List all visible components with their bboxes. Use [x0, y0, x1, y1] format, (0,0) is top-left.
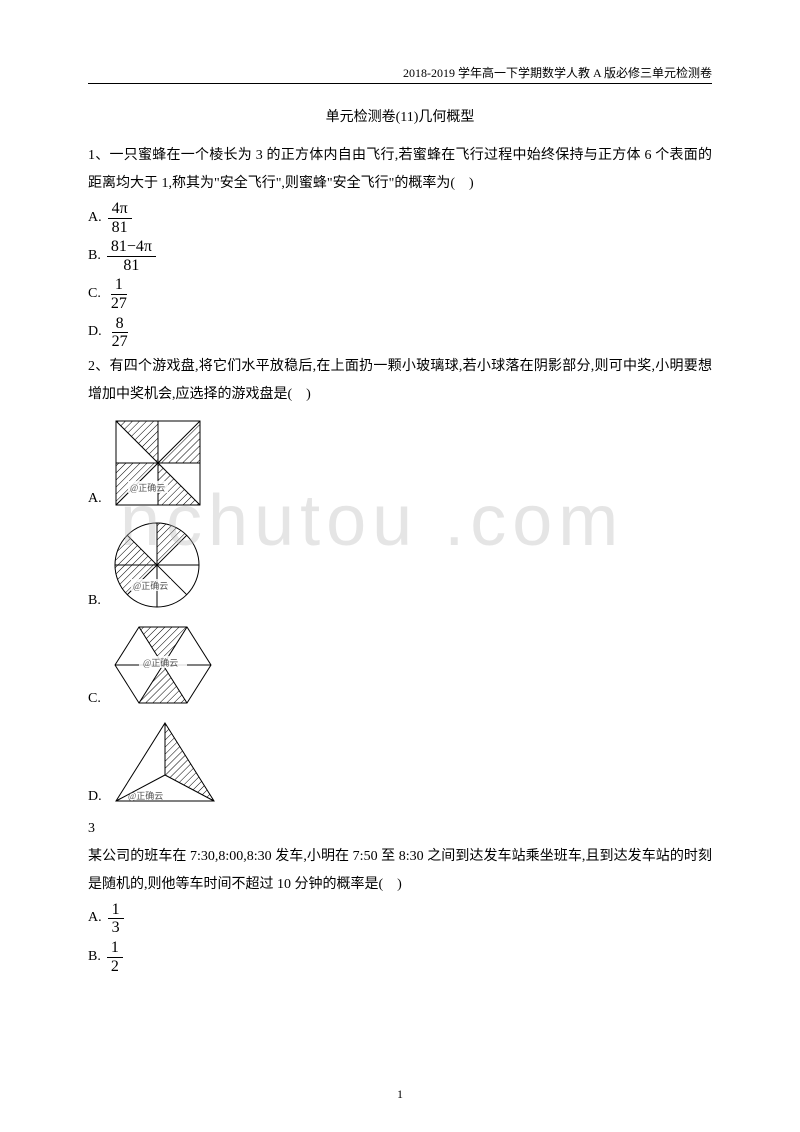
q1-option-b: B. 81−4π 81 — [88, 238, 712, 274]
square-diagram-icon: @正确云 — [110, 415, 206, 511]
q2-option-c-label: C. — [88, 691, 101, 711]
watermark-label: @正确云 — [128, 790, 163, 801]
fraction: 8 27 — [108, 315, 132, 351]
page-number: 1 — [0, 1087, 800, 1102]
denominator: 27 — [108, 333, 132, 351]
watermark-label: @正确云 — [143, 657, 178, 668]
q2-option-b: B. @正确云 — [88, 517, 712, 613]
q1-text: 1、一只蜜蜂在一个棱长为 3 的正方体内自由飞行,若蜜蜂在飞行过程中始终保持与正… — [88, 142, 712, 198]
numerator: 1 — [108, 901, 124, 920]
page-header: 2018-2019 学年高一下学期数学人教 A 版必修三单元检测卷 — [88, 64, 712, 84]
denominator: 2 — [107, 958, 123, 976]
fraction: 4π 81 — [108, 200, 132, 236]
q1-option-a-label: A. — [88, 210, 102, 227]
fraction: 1 3 — [108, 901, 124, 937]
numerator: 1 — [111, 276, 127, 295]
q1-option-d-label: D. — [88, 324, 102, 341]
numerator: 1 — [107, 939, 123, 958]
q3-option-a: A. 1 3 — [88, 901, 712, 937]
q1-option-c: C. 1 27 — [88, 276, 712, 312]
numerator: 4π — [108, 200, 132, 219]
q3-label: 3 — [88, 815, 712, 843]
q2-option-d-label: D. — [88, 789, 102, 809]
q2-option-b-label: B. — [88, 593, 101, 613]
fraction: 81−4π 81 — [107, 238, 156, 274]
circle-diagram-icon: @正确云 — [109, 517, 205, 613]
numerator: 81−4π — [107, 238, 156, 257]
q2-text: 2、有四个游戏盘,将它们水平放稳后,在上面扔一颗小玻璃球,若小球落在阴影部分,则… — [88, 353, 712, 409]
q2-option-c: C. @正确云 — [88, 619, 712, 711]
watermark-label: @正确云 — [130, 482, 165, 493]
q1-option-c-label: C. — [88, 286, 101, 303]
fraction: 1 27 — [107, 276, 131, 312]
q2-option-a: A. @正确云 — [88, 415, 712, 511]
denominator: 81 — [108, 219, 132, 237]
triangle-diagram-icon: @正确云 — [110, 717, 220, 809]
q1-option-a: A. 4π 81 — [88, 200, 712, 236]
page-content: 2018-2019 学年高一下学期数学人教 A 版必修三单元检测卷 单元检测卷(… — [0, 0, 800, 1017]
q2-option-d: D. @正确云 — [88, 717, 712, 809]
q2-option-a-label: A. — [88, 491, 102, 511]
q3-option-b-label: B. — [88, 949, 101, 966]
watermark-label: @正确云 — [133, 580, 168, 591]
denominator: 27 — [107, 295, 131, 313]
q1-option-b-label: B. — [88, 248, 101, 265]
q1-option-d: D. 8 27 — [88, 315, 712, 351]
q3-text: 某公司的班车在 7:30,8:00,8:30 发车,小明在 7:50 至 8:3… — [88, 843, 712, 899]
denominator: 3 — [108, 919, 124, 937]
hexagon-diagram-icon: @正确云 — [109, 619, 217, 711]
fraction: 1 2 — [107, 939, 123, 975]
exam-title: 单元检测卷(11)几何概型 — [88, 106, 712, 126]
numerator: 8 — [112, 315, 128, 334]
q3-option-a-label: A. — [88, 910, 102, 927]
denominator: 81 — [119, 257, 143, 275]
q3-option-b: B. 1 2 — [88, 939, 712, 975]
